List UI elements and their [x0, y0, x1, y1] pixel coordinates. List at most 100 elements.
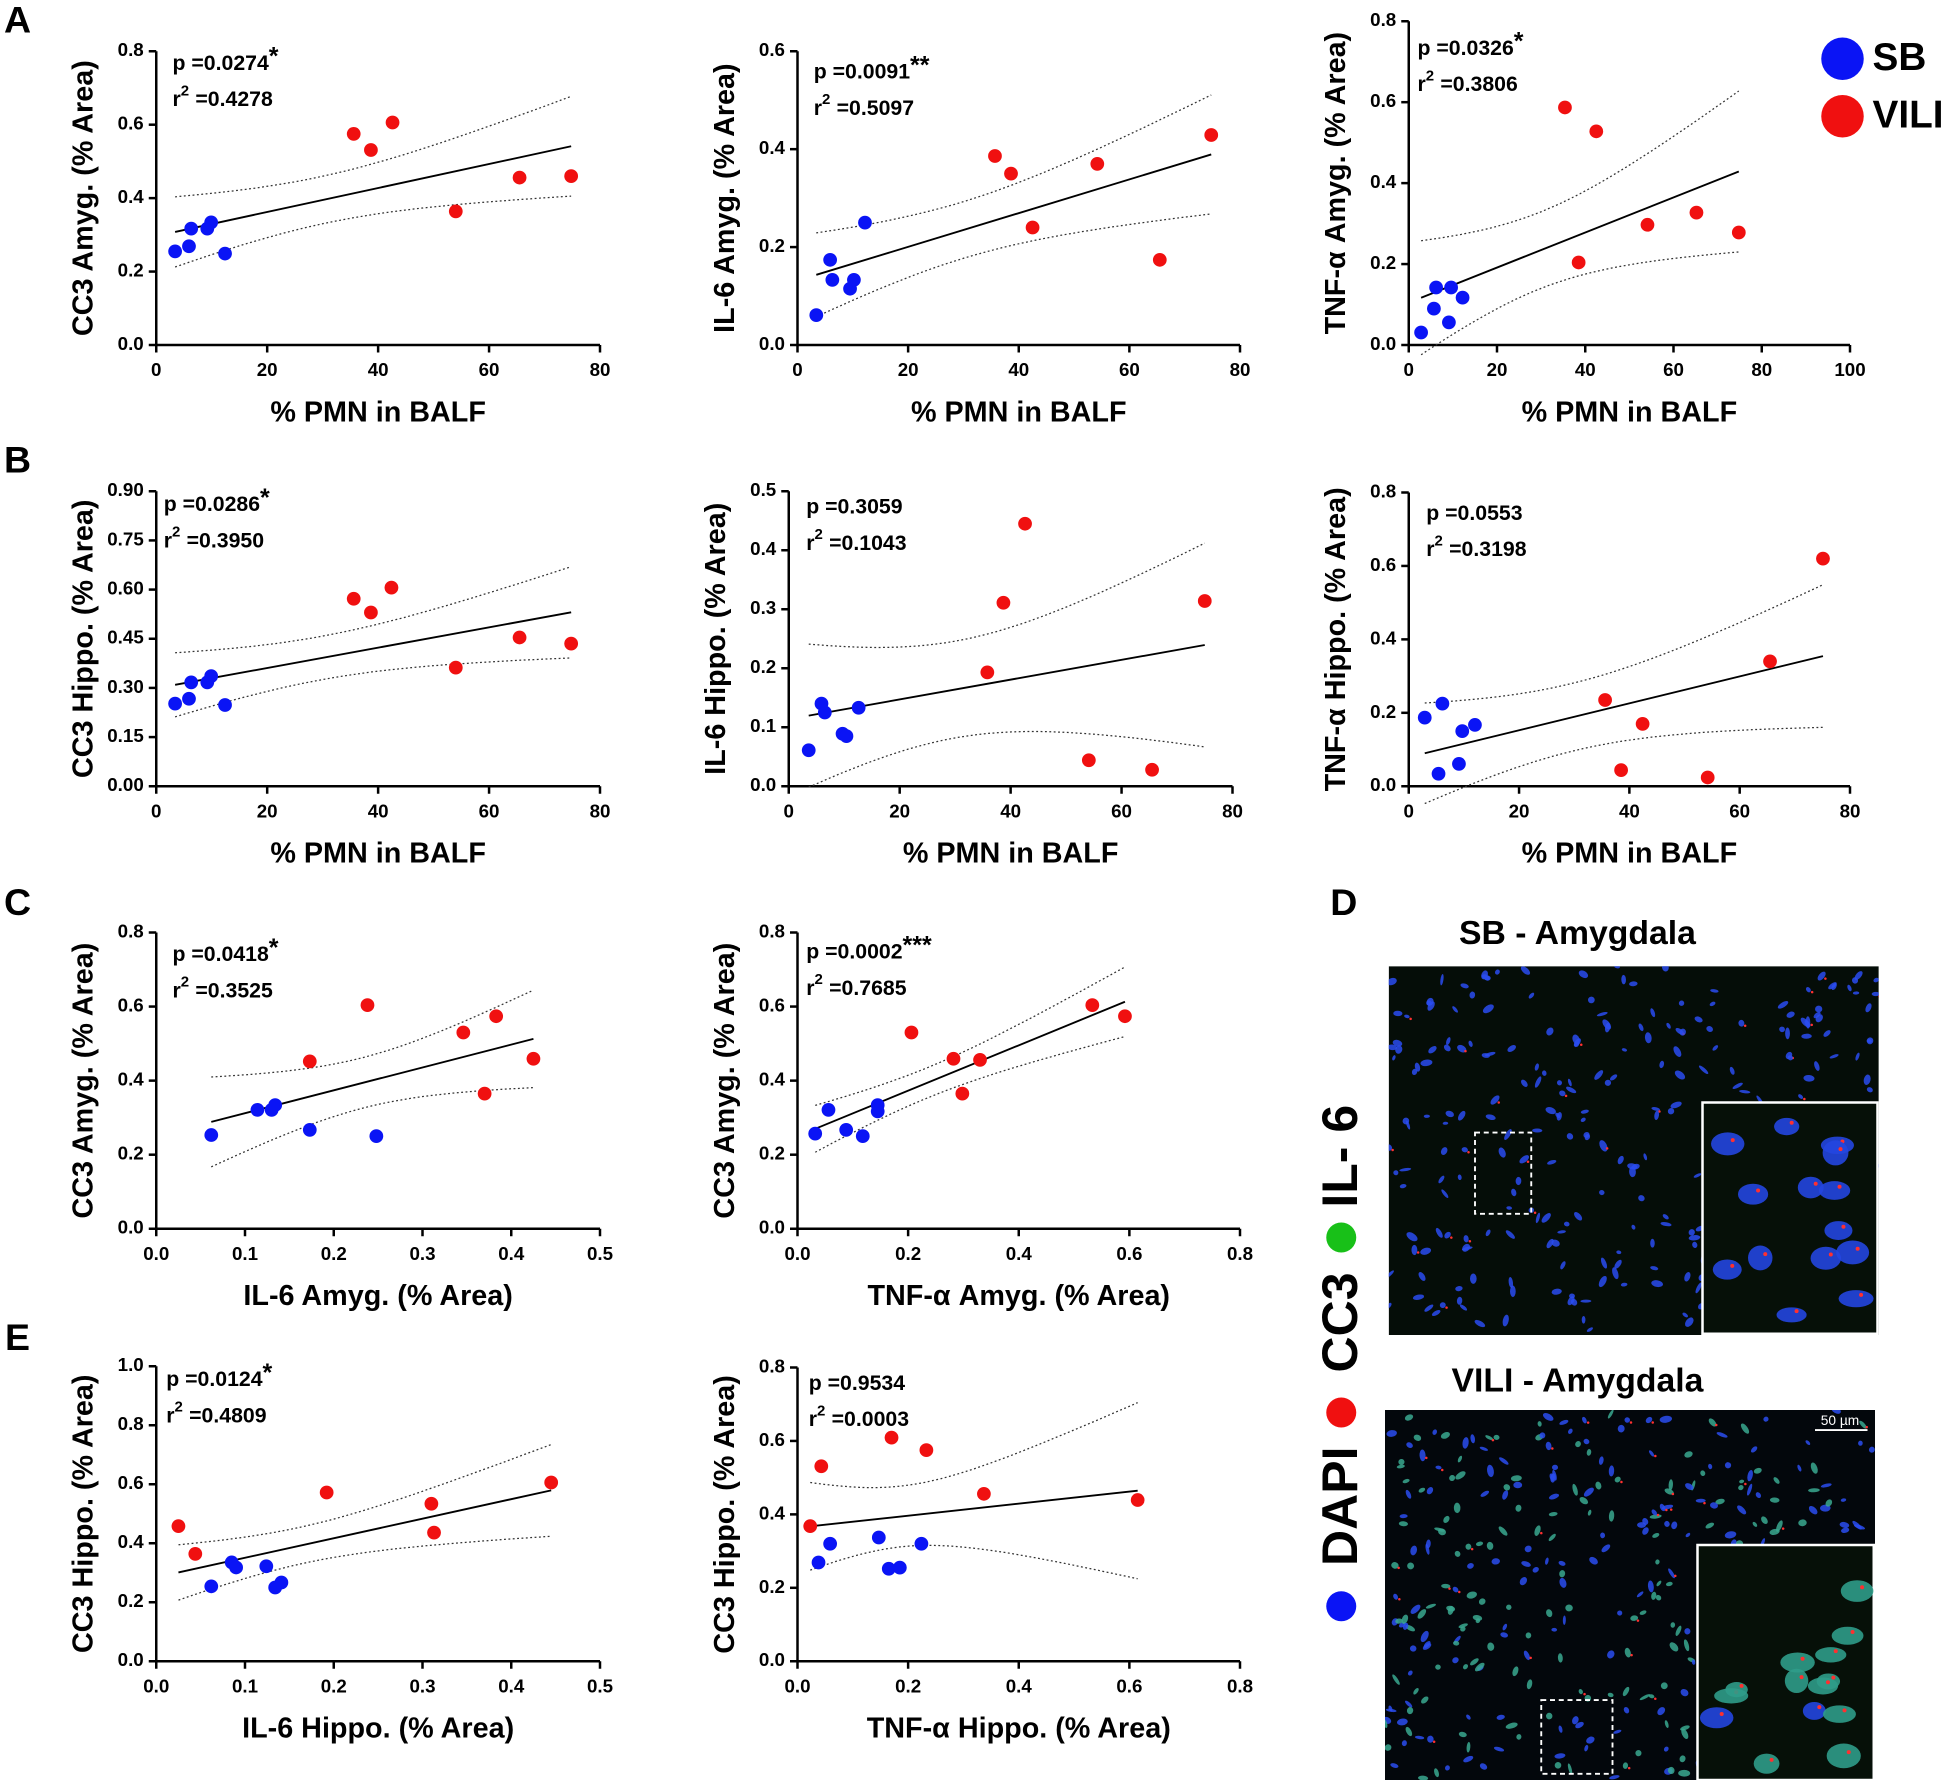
nucleus: [1737, 1183, 1769, 1205]
nucleus: [1617, 1424, 1625, 1433]
nucleus: [1452, 1657, 1459, 1664]
nucleus: [1602, 1019, 1612, 1030]
nucleus: [1466, 1591, 1477, 1599]
nucleus: [1675, 1625, 1682, 1636]
nucleus: [1594, 1070, 1604, 1080]
puncta: [1658, 1110, 1661, 1113]
y-tick-label: 0.5: [750, 479, 776, 500]
nucleus: [1549, 1473, 1555, 1481]
nucleus: [1747, 1483, 1753, 1496]
nucleus: [1724, 1531, 1737, 1539]
series: [204, 1098, 384, 1144]
puncta: [1769, 1757, 1774, 1762]
p-label: p =0.0274: [173, 50, 269, 74]
data-point: [259, 1559, 274, 1574]
confidence-band: [808, 542, 1206, 649]
r2-value: =0.3198: [1449, 537, 1527, 561]
nucleus: [1854, 971, 1863, 980]
nucleus: [1519, 1155, 1530, 1164]
panel-label: A: [4, 0, 31, 40]
confidence-band: [174, 195, 572, 268]
nucleus: [1761, 1516, 1768, 1525]
x-tick-label: 40: [368, 800, 389, 821]
nucleus: [1685, 1317, 1694, 1327]
p-value: p =0.0286*: [164, 483, 270, 515]
puncta: [1416, 1251, 1420, 1254]
nucleus: [1390, 1763, 1399, 1768]
x-axis-label: % PMN in BALF: [1522, 396, 1738, 428]
x-tick-label: 40: [1575, 359, 1596, 380]
confidence-band: [175, 95, 572, 198]
regression-line: [1424, 655, 1824, 755]
nucleus: [1805, 987, 1811, 993]
y-tick-label: 0.8: [1370, 480, 1396, 501]
x-tick-label: 0: [1404, 800, 1414, 821]
nucleus: [1468, 1040, 1473, 1047]
nucleus: [1586, 1449, 1592, 1456]
r2-exponent: 2: [172, 523, 180, 540]
data-point: [808, 1126, 823, 1141]
r2-exponent: 2: [822, 91, 830, 108]
nucleus: [1469, 1273, 1477, 1284]
nucleus: [1865, 1003, 1872, 1013]
puncta: [1551, 1447, 1554, 1450]
data-point: [823, 1536, 838, 1551]
y-tick-label: 0.2: [750, 656, 776, 677]
y-tick-label: 0.8: [118, 39, 144, 60]
nucleus: [1388, 1270, 1394, 1279]
data-point: [229, 1560, 243, 1575]
nucleus: [1559, 1577, 1567, 1588]
nucleus: [1551, 1464, 1559, 1471]
nucleus: [1526, 1679, 1533, 1690]
nucleus: [1579, 1497, 1589, 1505]
x-tick-label: 0: [151, 359, 161, 380]
confidence-band: [815, 213, 1212, 318]
r-squared: r2 =0.4809: [166, 1398, 266, 1426]
x-tick-label: 0.6: [1116, 1675, 1142, 1696]
puncta: [1803, 1097, 1806, 1101]
nucleus: [1515, 1176, 1522, 1186]
x-tick-label: 20: [1487, 359, 1508, 380]
nucleus: [1558, 1725, 1563, 1733]
puncta: [1824, 977, 1827, 980]
nucleus: [1639, 1694, 1651, 1701]
y-tick-label: 0.45: [107, 627, 144, 648]
data-point: [512, 170, 527, 185]
nucleus: [1629, 981, 1638, 987]
nucleus: [1393, 1593, 1399, 1600]
nucleus: [1699, 1707, 1734, 1729]
nucleus: [1621, 1048, 1628, 1052]
y-tick-label: 0.4: [118, 186, 145, 207]
nucleus: [1656, 1580, 1662, 1587]
nucleus: [1831, 1410, 1841, 1414]
confidence-band: [1420, 251, 1739, 356]
x-tick-label: 40: [1619, 800, 1640, 821]
p-value: p =0.0274*: [173, 42, 279, 74]
nucleus: [1458, 1731, 1467, 1738]
nucleus: [1664, 1488, 1674, 1495]
nucleus: [1596, 1012, 1608, 1017]
nucleus: [1457, 1110, 1466, 1121]
nucleus: [1442, 1121, 1449, 1125]
nucleus: [1678, 1769, 1691, 1777]
data-point: [803, 1519, 818, 1533]
nucleus: [1546, 1609, 1553, 1618]
y-tick-label: 0.15: [107, 725, 144, 746]
nucleus: [1510, 1285, 1516, 1298]
nucleus: [1871, 991, 1879, 997]
r2-symbol: r: [173, 87, 181, 111]
nucleus: [1438, 1175, 1445, 1184]
x-axis-label: TNF-α Hippo. (% Area): [867, 1713, 1171, 1745]
confidence-band: [1421, 90, 1740, 242]
nucleus: [1472, 1615, 1483, 1621]
chart: 0.00 0.15 0.30 0.45 0.60 0.75 0.90 0 20 40 60 80 % P…: [68, 479, 611, 869]
puncta: [1425, 1456, 1428, 1460]
nucleus: [1467, 1563, 1474, 1569]
r2-value: =0.1043: [829, 530, 907, 554]
p-value: p =0.0326*: [1418, 27, 1524, 59]
nucleus: [1393, 1010, 1403, 1017]
confidence-band: [174, 657, 572, 718]
x-tick-label: 0.0: [143, 1675, 169, 1696]
puncta: [1828, 1252, 1833, 1257]
nucleus: [1715, 1498, 1725, 1505]
